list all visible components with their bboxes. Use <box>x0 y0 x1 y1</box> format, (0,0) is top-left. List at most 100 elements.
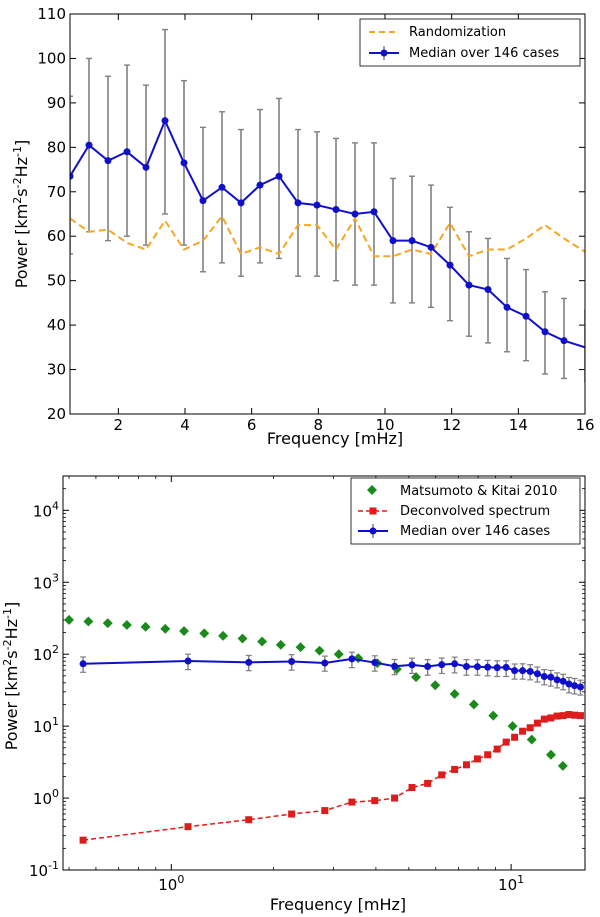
top-median-point <box>465 281 473 289</box>
bottom-plot-frame <box>62 475 586 871</box>
top-median-point <box>522 312 530 320</box>
bottom-median-point <box>438 661 446 669</box>
bottom-deconvolved-point <box>571 711 579 719</box>
top-plot-frame <box>69 13 586 415</box>
top-legend-median-label: Median over 146 cases <box>409 46 559 61</box>
bottom-legend-deconvolved-label: Deconvolved spectrum <box>400 504 550 519</box>
bottom-matsumoto-point <box>449 689 460 699</box>
top-median-point <box>256 181 264 189</box>
bottom-y-tick-label: 103 <box>33 571 59 592</box>
bottom-y-tick-label: 101 <box>33 715 59 736</box>
bottom-legend: Matsumoto & Kitai 2010 Deconvolved spect… <box>350 477 581 545</box>
bottom-legend-deconvolved-marker <box>369 507 377 515</box>
bottom-deconvolved-point <box>502 738 510 746</box>
bottom-matsumoto-point <box>411 672 421 683</box>
top-median-point <box>560 337 568 345</box>
bottom-matsumoto-point <box>140 621 151 632</box>
top-y-tick-label: 20 <box>47 405 66 423</box>
bottom-deconvolved-point <box>288 810 296 818</box>
bottom-series-group <box>64 614 584 844</box>
top-x-tick-label: 14 <box>509 416 528 434</box>
bottom-matsumoto-point <box>275 639 286 650</box>
top-median-point <box>104 157 112 165</box>
top-median-point <box>408 237 416 245</box>
bottom-median-point <box>371 659 379 667</box>
bottom-matsumoto-point <box>237 633 248 644</box>
bottom-deconvolved-point <box>184 823 192 831</box>
bottom-deconvolved-point <box>540 715 548 723</box>
top-median-line <box>70 118 585 349</box>
top-median-point <box>218 183 226 191</box>
top-median-point <box>351 210 359 218</box>
top-median-point <box>161 117 169 125</box>
bottom-deconvolved-point <box>391 794 399 802</box>
bottom-deconvolved-point <box>553 712 561 720</box>
top-y-axis-label: Power [km2s-2Hz-1] <box>11 140 31 289</box>
bottom-median-point <box>576 683 584 691</box>
top-y-tick-label: 90 <box>47 94 66 112</box>
top-y-tick-label: 100 <box>37 49 66 67</box>
top-chart: 2 4 6 8 10 12 14 16 20 30 40 50 60 70 80 90 100 110 Frequ… <box>11 5 595 448</box>
top-x-axis-label: Frequency [mHz] <box>267 429 403 448</box>
bottom-matsumoto-point <box>218 630 229 641</box>
bottom-deconvolved-point <box>438 771 446 779</box>
bottom-deconvolved-point <box>565 711 573 719</box>
top-median-point <box>237 199 245 207</box>
bottom-deconvolved-point <box>408 784 416 792</box>
bottom-x-tick-label: 100 <box>158 873 184 894</box>
bottom-y-tick-label: 10-1 <box>29 859 59 880</box>
bottom-deconvolved-point <box>493 745 501 753</box>
top-plot-background <box>70 14 585 414</box>
top-x-tick-label: 10 <box>375 416 394 434</box>
bottom-matsumoto-point <box>102 618 113 629</box>
top-legend: Randomization Median over 146 cases <box>359 18 581 67</box>
bottom-median-point <box>559 677 567 685</box>
bottom-matsumoto-point <box>83 616 94 627</box>
bottom-legend-matsumoto-label: Matsumoto & Kitai 2010 <box>400 484 557 499</box>
bottom-matsumoto-point <box>545 749 556 760</box>
bottom-matsumoto-point <box>468 699 479 710</box>
bottom-median-point <box>547 673 555 681</box>
top-y-tick-label: 30 <box>47 361 66 379</box>
bottom-legend-median-marker <box>369 527 377 535</box>
top-median-point <box>389 237 397 245</box>
top-x-tick-label: 4 <box>180 416 190 434</box>
bottom-matsumoto-point <box>557 760 568 771</box>
bottom-deconvolved-point <box>547 714 555 722</box>
top-series-group <box>70 28 585 383</box>
top-y-tick-label: 40 <box>47 316 66 334</box>
bottom-deconvolved-point <box>321 807 329 815</box>
bottom-y-tick-label: 104 <box>33 499 59 520</box>
bottom-matsumoto-point <box>430 680 441 691</box>
top-median-point <box>332 206 340 214</box>
bottom-median-point <box>245 658 253 666</box>
bottom-deconvolved-point <box>576 712 584 720</box>
bottom-median-point <box>565 680 573 688</box>
top-y-tick-label: 70 <box>47 183 66 201</box>
bottom-median-point <box>533 670 541 678</box>
bottom-median-point <box>502 663 510 671</box>
bottom-matsumoto-point <box>257 636 268 647</box>
bottom-median-point <box>321 659 329 667</box>
bottom-legend-median-label: Median over 146 cases <box>400 524 550 539</box>
bottom-deconvolved-point <box>473 755 481 763</box>
bottom-matsumoto-point <box>121 619 132 630</box>
top-median-point <box>180 159 188 167</box>
bottom-x-axis-label: Frequency [mHz] <box>270 895 406 914</box>
top-median-point <box>123 148 131 156</box>
bottom-deconvolved-point <box>245 816 253 824</box>
bottom-matsumoto-point <box>526 734 537 745</box>
top-y-tick-label: 110 <box>37 5 66 23</box>
bottom-deconvolved-point <box>559 712 567 720</box>
top-x-tick-label: 2 <box>114 416 124 434</box>
bottom-deconvolved-point <box>484 751 492 759</box>
top-legend-median-marker <box>380 49 388 57</box>
bottom-median-point <box>424 662 432 670</box>
bottom-matsumoto-point <box>488 710 499 721</box>
bottom-matsumoto-point <box>295 642 306 653</box>
bottom-matsumoto-point <box>64 614 74 625</box>
top-median-point <box>85 141 93 149</box>
bottom-median-point <box>288 658 296 666</box>
bottom-deconvolved-point <box>511 733 519 741</box>
